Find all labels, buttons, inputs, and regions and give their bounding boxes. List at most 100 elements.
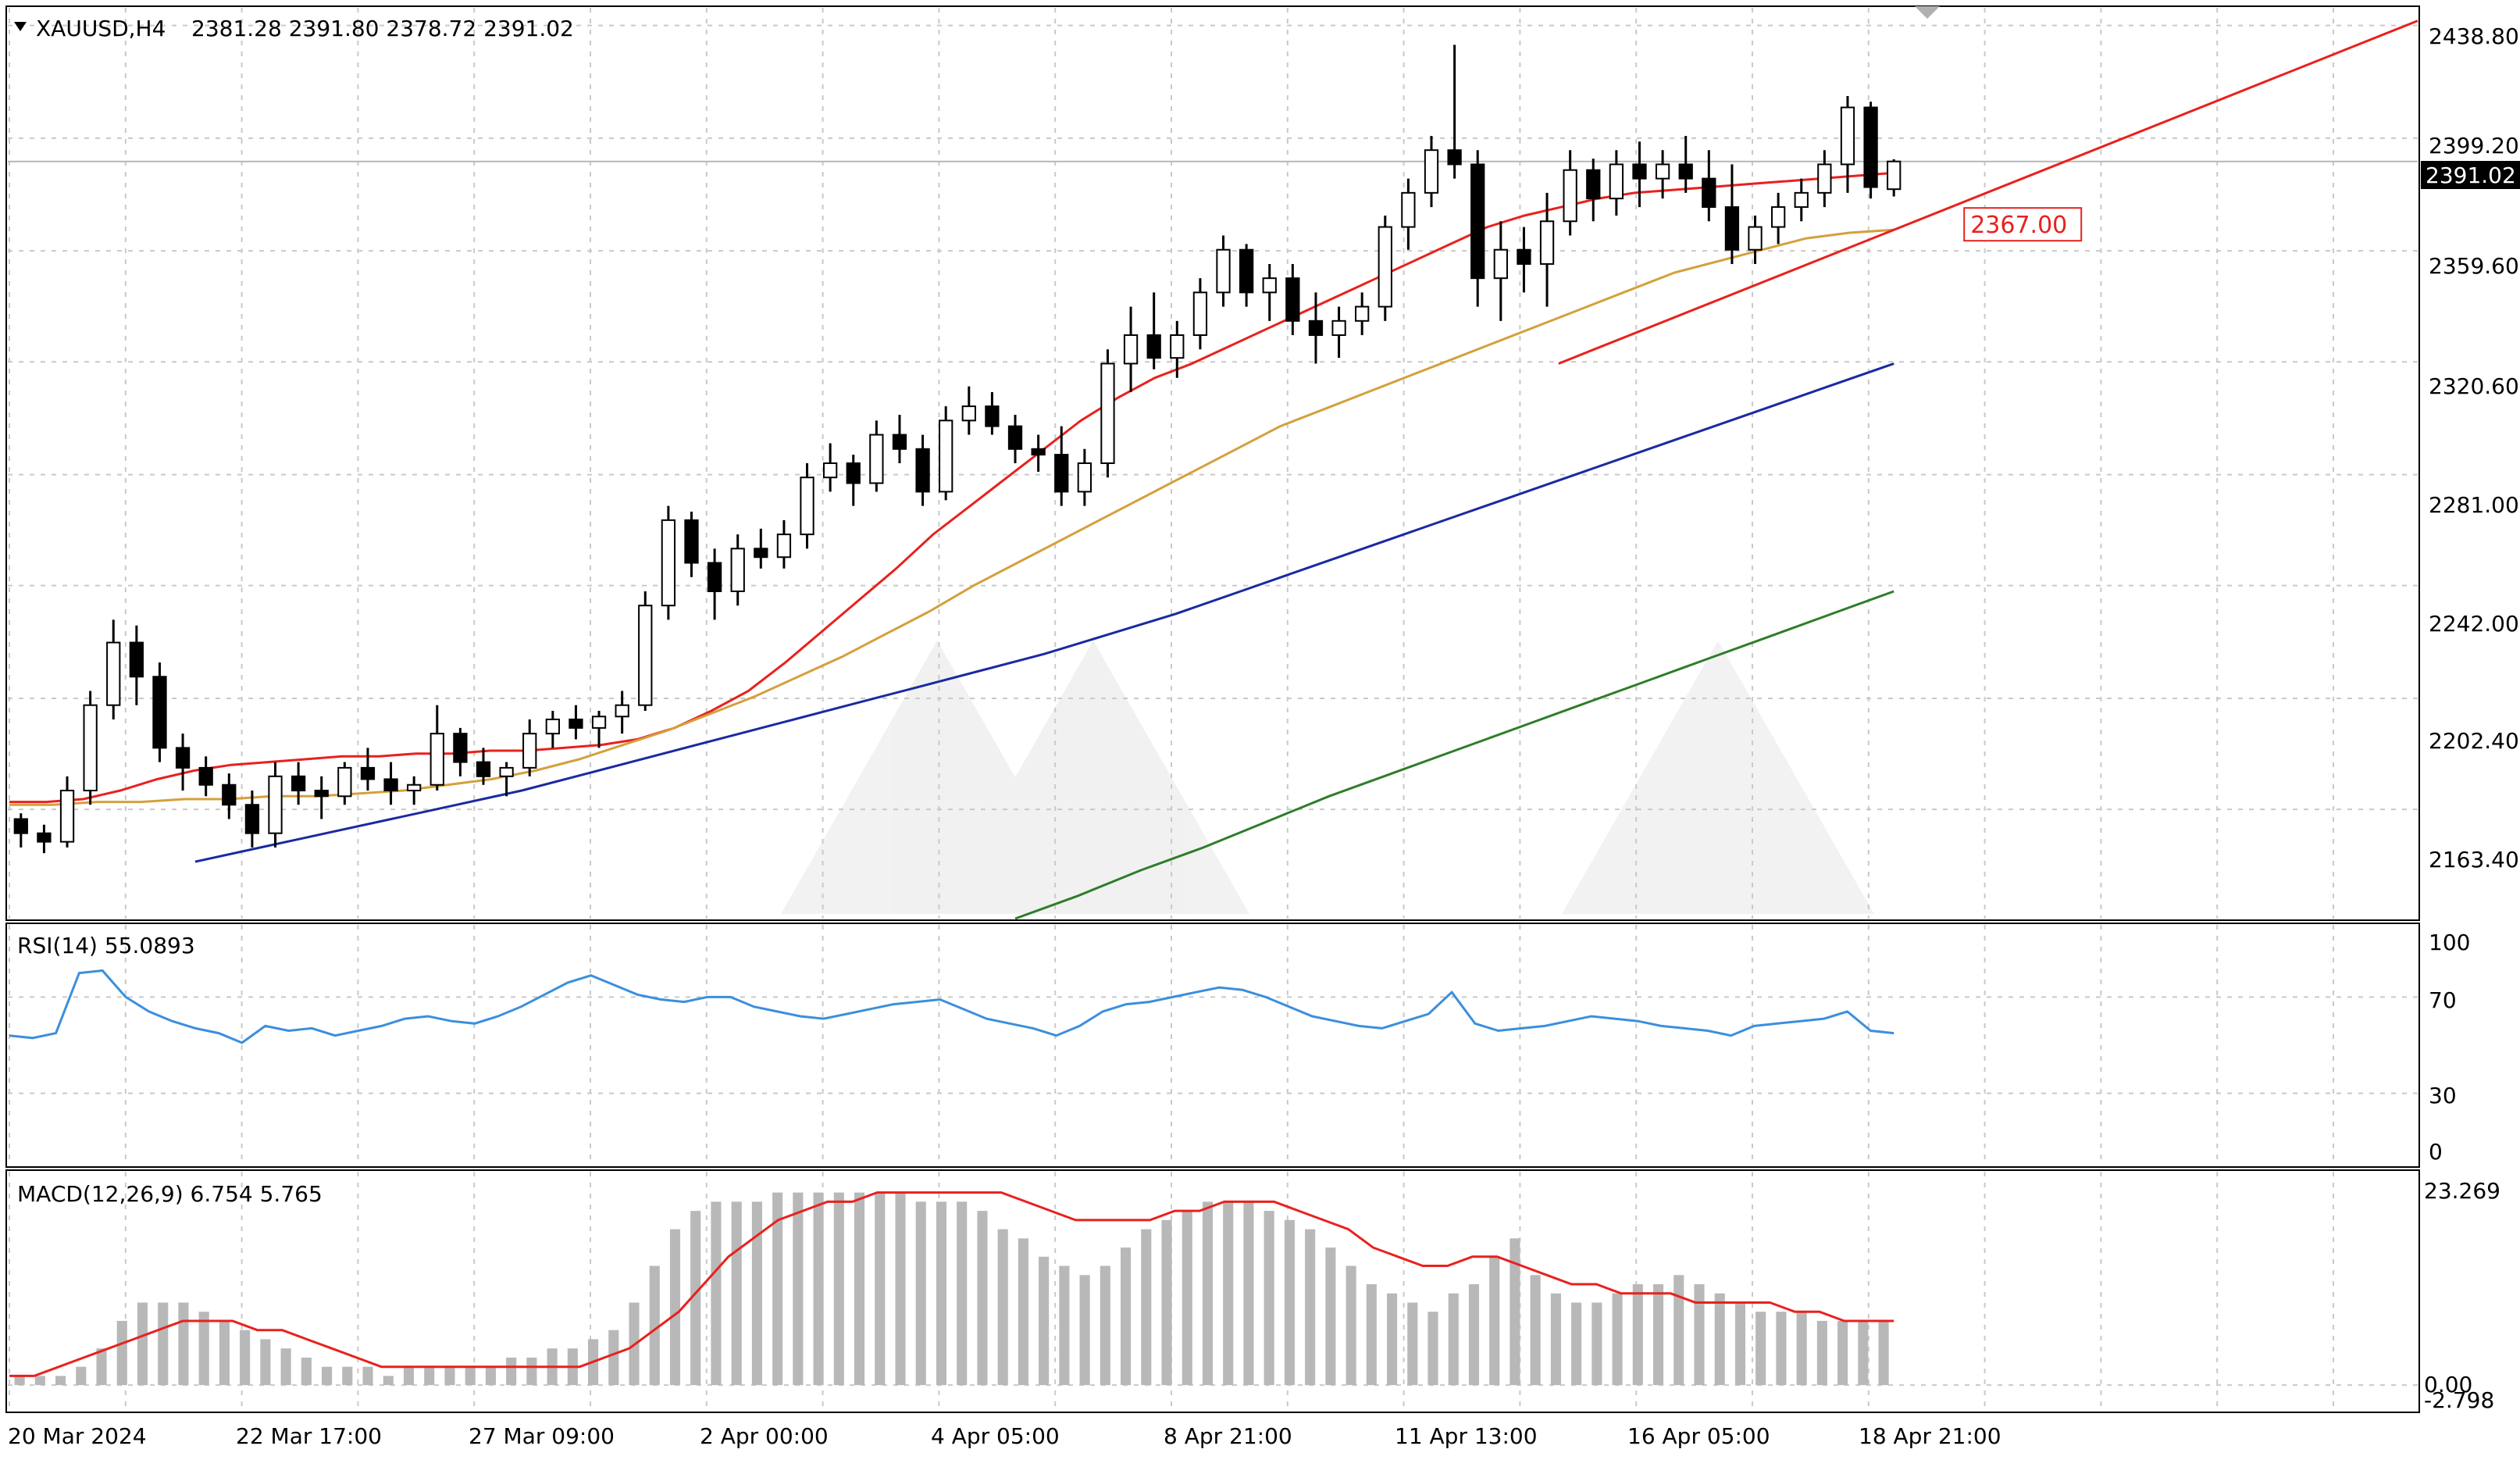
macd-histogram-bar (1858, 1320, 1869, 1386)
macd-histogram-bar (1264, 1211, 1274, 1386)
candle-body (1077, 462, 1092, 493)
price-pane[interactable] (5, 5, 2420, 921)
rsi-label: RSI(14) 55.0893 (17, 933, 195, 958)
current-price-value: 2391.02 (2426, 162, 2516, 188)
candle-body (59, 790, 75, 843)
macd-histogram-bar (854, 1192, 865, 1386)
macd-histogram-bar (280, 1348, 291, 1386)
macd-histogram-bar (1039, 1256, 1050, 1386)
macd-histogram-bar (1673, 1275, 1684, 1386)
candle-body (869, 434, 884, 484)
candle-body (13, 818, 28, 834)
macd-histogram-bar (957, 1201, 968, 1386)
candle-body (1007, 425, 1023, 450)
candle-body (1817, 163, 1832, 194)
macd-histogram-bar (1059, 1265, 1070, 1386)
macd-histogram-bar (1816, 1320, 1827, 1386)
macd-histogram-bar (772, 1192, 783, 1386)
macd-histogram-bar (424, 1366, 435, 1386)
candle-body (129, 641, 144, 678)
candle-body (846, 462, 861, 484)
candle-body (985, 405, 1000, 427)
macd-histogram-bar (1243, 1201, 1254, 1386)
candle-body (1239, 248, 1254, 294)
candle-body (1100, 362, 1115, 464)
macd-histogram-bar (751, 1201, 762, 1386)
candle-body (499, 766, 514, 777)
rsi-pane[interactable] (5, 923, 2420, 1168)
macd-histogram-bar (1018, 1238, 1028, 1386)
macd-histogram-bar (1530, 1275, 1541, 1386)
macd-histogram-bar (793, 1192, 804, 1386)
candle-body (222, 783, 237, 806)
macd-histogram-bar (322, 1366, 333, 1386)
symbol-label: XAUUSD,H4 (36, 16, 166, 41)
candle-body (37, 832, 52, 843)
macd-histogram-bar (219, 1320, 230, 1386)
candle-body (106, 641, 121, 706)
macd-histogram-bar (1223, 1201, 1234, 1386)
candle-body (1192, 291, 1208, 337)
candle-body (1655, 163, 1670, 180)
candle-body (1308, 319, 1324, 337)
macd-histogram-bar (178, 1302, 189, 1386)
candle-body (175, 747, 191, 769)
macd-histogram-bar (915, 1201, 926, 1386)
ohlc-label: 2381.28 2391.80 2378.72 2391.02 (191, 16, 574, 41)
candle-body (1216, 248, 1231, 294)
candle-body (823, 462, 838, 479)
trendline-label: 2367.00 (1970, 212, 2067, 239)
time-label: 18 Apr 21:00 (1859, 1423, 2001, 1449)
trendline (1558, 20, 2418, 365)
macd-histogram-bar (260, 1339, 271, 1386)
candle-body (1355, 305, 1370, 322)
macd-histogram-bar (1694, 1284, 1705, 1386)
price-tick: 2399.20 (2429, 133, 2519, 159)
candle-body (1887, 160, 1902, 191)
candle-body (961, 405, 976, 422)
macd-histogram-bar (690, 1211, 701, 1386)
macd-histogram-bar (813, 1192, 824, 1386)
price-series: 2367.00 (8, 20, 2418, 920)
macd-histogram-bar (240, 1330, 251, 1386)
macd-pane[interactable] (5, 1169, 2420, 1413)
rsi-tick: 0 (2429, 1139, 2443, 1165)
dropdown-arrow-icon[interactable] (14, 22, 27, 31)
macd-histogram-bar (1161, 1219, 1172, 1386)
macd-histogram-bar (342, 1366, 353, 1386)
price-tick: 2438.80 (2429, 23, 2519, 49)
rsi-tick: 70 (2429, 987, 2457, 1013)
macd-histogram-bar (1325, 1247, 1336, 1386)
candle-body (915, 448, 930, 493)
macd-histogram-bar (362, 1366, 373, 1386)
macd-histogram-bar (833, 1192, 844, 1386)
macd-histogram-bar (1284, 1219, 1295, 1386)
time-label: 11 Apr 13:00 (1395, 1423, 1538, 1449)
candle-body (1794, 191, 1809, 209)
time-label: 2 Apr 00:00 (700, 1423, 829, 1449)
macd-histogram-bar (997, 1229, 1008, 1386)
trendline-label-box (1963, 207, 2083, 242)
macd-signal-line (9, 1191, 1894, 1377)
rsi-series (9, 969, 1894, 1044)
macd-histogram-bar (444, 1366, 455, 1386)
macd-histogram-bar (711, 1201, 722, 1386)
candle-body (1632, 163, 1647, 180)
candle-body (407, 783, 422, 792)
macd-histogram-bar (1202, 1201, 1214, 1386)
candle-body (360, 766, 376, 780)
macd-series (9, 1191, 1894, 1386)
candle-body (892, 434, 907, 450)
candle-body (476, 761, 491, 777)
watermark-logo (781, 641, 1874, 914)
time-label: 22 Mar 17:00 (236, 1423, 382, 1449)
candle-body (1331, 319, 1346, 337)
macd-histogram-bar (608, 1330, 619, 1386)
candle-body (1470, 163, 1485, 280)
chart-shift-marker[interactable] (1915, 6, 1940, 19)
macd-histogram-bar (198, 1312, 209, 1386)
candle-body (1748, 226, 1763, 251)
macd-histogram-bar (1776, 1312, 1787, 1386)
